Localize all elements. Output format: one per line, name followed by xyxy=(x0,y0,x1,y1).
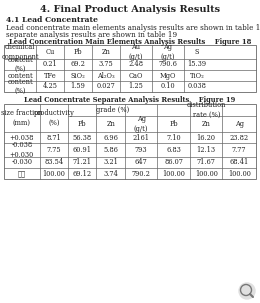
Text: Cu: Cu xyxy=(46,48,55,56)
Text: 100.00: 100.00 xyxy=(42,169,65,178)
Text: 6.96: 6.96 xyxy=(103,134,118,142)
Text: Lead Concentrate Separate Analysis Results    Figure 19: Lead Concentrate Separate Analysis Resul… xyxy=(24,96,236,104)
Text: 790.6: 790.6 xyxy=(159,61,177,68)
Text: Ag
(g/t): Ag (g/t) xyxy=(134,115,148,133)
Text: content
(%): content (%) xyxy=(7,78,33,95)
Text: Pb: Pb xyxy=(78,120,87,128)
Text: 83.54: 83.54 xyxy=(44,158,63,167)
Text: S: S xyxy=(195,48,199,56)
Text: 100.00: 100.00 xyxy=(162,169,185,178)
Text: -0.030: -0.030 xyxy=(11,158,32,167)
Text: 2.48: 2.48 xyxy=(128,61,144,68)
Text: 23.82: 23.82 xyxy=(230,134,249,142)
Text: content: content xyxy=(7,72,33,79)
Text: 0.21: 0.21 xyxy=(43,61,57,68)
Text: 71.21: 71.21 xyxy=(73,158,92,167)
Text: -0.038
+0.030: -0.038 +0.030 xyxy=(10,142,34,158)
Text: 3.74: 3.74 xyxy=(103,169,118,178)
Text: Zn: Zn xyxy=(102,48,110,56)
Text: 793: 793 xyxy=(135,146,147,154)
Text: Ag: Ag xyxy=(235,120,244,128)
Text: Lead concentrate main elements analysis results are shown in table 18,: Lead concentrate main elements analysis … xyxy=(6,24,260,32)
Circle shape xyxy=(239,283,255,299)
Text: distribution
rate (%): distribution rate (%) xyxy=(187,102,226,118)
Text: 6.83: 6.83 xyxy=(166,146,181,154)
Text: 3.21: 3.21 xyxy=(103,158,118,167)
Text: 71.67: 71.67 xyxy=(197,158,216,167)
Text: Zn: Zn xyxy=(202,120,211,128)
Text: 4. Final Product Analysis Results: 4. Final Product Analysis Results xyxy=(40,5,220,14)
Text: 0.10: 0.10 xyxy=(161,82,175,91)
Text: 12.13: 12.13 xyxy=(197,146,216,154)
Text: 100.00: 100.00 xyxy=(195,169,218,178)
Text: 1.59: 1.59 xyxy=(70,82,86,91)
Text: chemical
component: chemical component xyxy=(1,43,39,61)
Text: Zn: Zn xyxy=(106,120,115,128)
Text: 15.39: 15.39 xyxy=(187,61,206,68)
Text: TiO₂: TiO₂ xyxy=(190,72,204,79)
Text: 647: 647 xyxy=(135,158,148,167)
Text: 5.86: 5.86 xyxy=(103,146,118,154)
Text: 100.00: 100.00 xyxy=(228,169,251,178)
Text: TFe: TFe xyxy=(44,72,56,79)
Text: MgO: MgO xyxy=(160,72,176,79)
Text: productivity
(%): productivity (%) xyxy=(33,109,74,127)
Text: 4.1 Lead Concentrate: 4.1 Lead Concentrate xyxy=(6,16,98,24)
Text: Ag
(g/t): Ag (g/t) xyxy=(161,43,175,61)
Text: 4.25: 4.25 xyxy=(42,82,57,91)
Text: Lead Concentration Main Elements Analysis Results    Figure 18: Lead Concentration Main Elements Analysi… xyxy=(9,38,251,46)
Text: separate analysis results are shown in table 19: separate analysis results are shown in t… xyxy=(6,31,177,39)
Text: 7.77: 7.77 xyxy=(232,146,246,154)
Text: 7.10: 7.10 xyxy=(166,134,181,142)
Text: 68.41: 68.41 xyxy=(230,158,249,167)
Text: 16.20: 16.20 xyxy=(197,134,216,142)
Text: +0.038: +0.038 xyxy=(10,134,34,142)
Text: 3.75: 3.75 xyxy=(99,61,113,68)
Text: Al₂O₃: Al₂O₃ xyxy=(97,72,115,79)
Text: 60.91: 60.91 xyxy=(73,146,92,154)
Text: 1.25: 1.25 xyxy=(128,82,144,91)
Text: 0.027: 0.027 xyxy=(97,82,115,91)
Text: 合计: 合计 xyxy=(18,169,26,178)
Text: 69.12: 69.12 xyxy=(73,169,92,178)
Text: 7.75: 7.75 xyxy=(47,146,61,154)
Bar xyxy=(4,45,256,92)
Text: grade (%): grade (%) xyxy=(96,106,129,114)
Text: content
(%): content (%) xyxy=(7,56,33,73)
Text: 56.38: 56.38 xyxy=(73,134,92,142)
Text: 2161: 2161 xyxy=(133,134,150,142)
Bar xyxy=(4,104,256,179)
Text: size fraction
(mm): size fraction (mm) xyxy=(1,109,43,127)
Text: CaO: CaO xyxy=(129,72,143,79)
Text: 0.038: 0.038 xyxy=(187,82,206,91)
Text: 790.2: 790.2 xyxy=(132,169,151,178)
Text: 8.71: 8.71 xyxy=(47,134,61,142)
Text: Au
(g/t): Au (g/t) xyxy=(129,43,143,61)
Text: Pb: Pb xyxy=(169,120,178,128)
Text: 86.07: 86.07 xyxy=(164,158,183,167)
Text: SiO₂: SiO₂ xyxy=(71,72,85,79)
Text: 69.2: 69.2 xyxy=(70,61,86,68)
Text: Pb: Pb xyxy=(74,48,82,56)
